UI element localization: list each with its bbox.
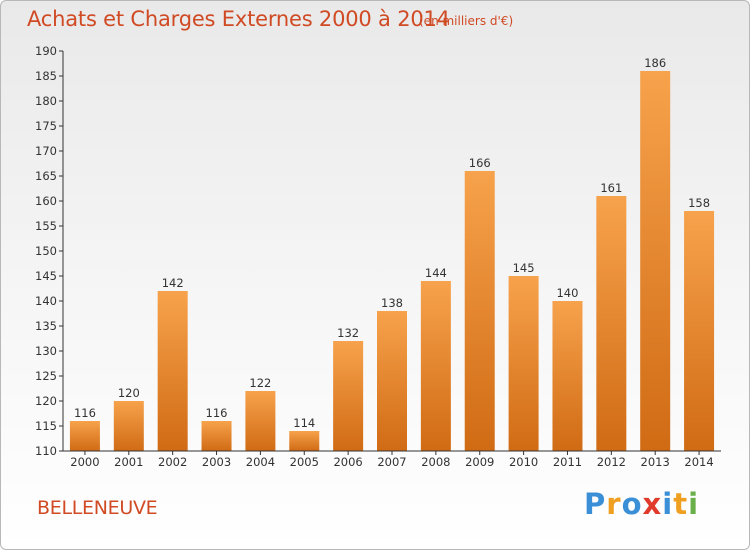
y-tick-label: 180 [35,94,57,108]
logo-letter: i [688,487,700,521]
x-tick-label-2000: 2000 [70,455,99,469]
data-label-2011: 140 [556,286,578,300]
x-tick-label-2010: 2010 [509,455,538,469]
bar-2001 [113,401,144,451]
y-tick-label: 135 [35,319,57,333]
y-tick-label: 115 [35,419,57,433]
x-tick-label-2001: 2001 [114,455,143,469]
data-label-2008: 144 [425,266,447,280]
data-label-2010: 145 [513,261,535,275]
y-tick-label: 170 [35,144,57,158]
data-label-2012: 161 [600,181,622,195]
logo-letter: P [584,487,607,521]
x-axis: 2000 2001 2002 2003 2004 2005 2006 2007 2008 2009… [63,450,721,469]
bar-2002 [157,291,188,451]
y-tick-label: 185 [35,69,57,83]
data-label-2004: 122 [249,376,271,390]
chart-title: Achats et Charges Externes 2000 à 2014 [27,7,450,31]
data-label-2005: 114 [293,416,315,430]
bar-2000 [69,421,100,451]
data-label-2014: 158 [688,196,710,210]
bar-2007 [377,311,407,451]
logo-letter: t [673,487,689,521]
x-tick-label-2003: 2003 [202,455,231,469]
bar-2005 [289,431,320,451]
bar-2013 [640,71,671,451]
x-tick-label-2014: 2014 [684,455,713,469]
data-label-2002: 142 [162,276,184,290]
data-label-2003: 116 [206,406,228,420]
bars: 116 120 142 116 122 114 132 138 144 166 145 140 161 1… [69,56,715,451]
y-tick-label: 165 [35,169,57,183]
y-tick-label: 125 [35,369,57,383]
bar-2008 [420,281,451,451]
x-tick-label-2011: 2011 [553,455,582,469]
bar-2004 [245,391,276,451]
bar-2011 [552,301,583,451]
proxiti-logo[interactable]: Proxiti [584,487,699,521]
bar-2006 [333,341,364,451]
bar-2009 [464,171,495,451]
y-axis: 110 115 120 125 130 135 140 145 150 155 160 165 170 1… [35,44,64,458]
y-tick-label: 130 [35,344,57,358]
data-label-2013: 186 [644,56,666,70]
x-tick-label-2006: 2006 [333,455,362,469]
logo-letter: r [606,487,622,521]
y-tick-label: 155 [35,219,57,233]
y-tick-label: 120 [35,394,57,408]
y-tick-label: 110 [35,444,57,458]
y-tick-label: 140 [35,294,57,308]
x-tick-label-2007: 2007 [377,455,406,469]
bar-2003 [201,421,232,451]
commune-name: BELLENEUVE [37,497,158,519]
x-tick-label-2004: 2004 [246,455,275,469]
y-tick-label: 160 [35,194,57,208]
x-tick-label-2005: 2005 [290,455,319,469]
x-tick-label-2012: 2012 [597,455,626,469]
data-label-2007: 138 [381,296,403,310]
logo-letter: i [662,487,674,521]
y-tick-label: 145 [35,269,57,283]
x-tick-label-2009: 2009 [465,455,494,469]
x-tick-label-2013: 2013 [641,455,670,469]
logo-letter: o [621,487,643,521]
chart-subtitle: (en milliers d'€) [419,14,514,28]
y-tick-label: 190 [35,44,57,58]
bar-2012 [596,196,627,451]
data-label-2006: 132 [337,326,359,340]
data-label-2001: 120 [118,386,140,400]
x-tick-label-2008: 2008 [421,455,450,469]
y-tick-label: 150 [35,244,57,258]
data-label-2009: 166 [469,156,491,170]
data-label-2000: 116 [74,406,96,420]
bar-2014 [684,211,715,451]
y-tick-label: 175 [35,119,57,133]
bar-2010 [508,276,539,451]
x-tick-label-2002: 2002 [158,455,187,469]
logo-letter: x [642,487,663,521]
